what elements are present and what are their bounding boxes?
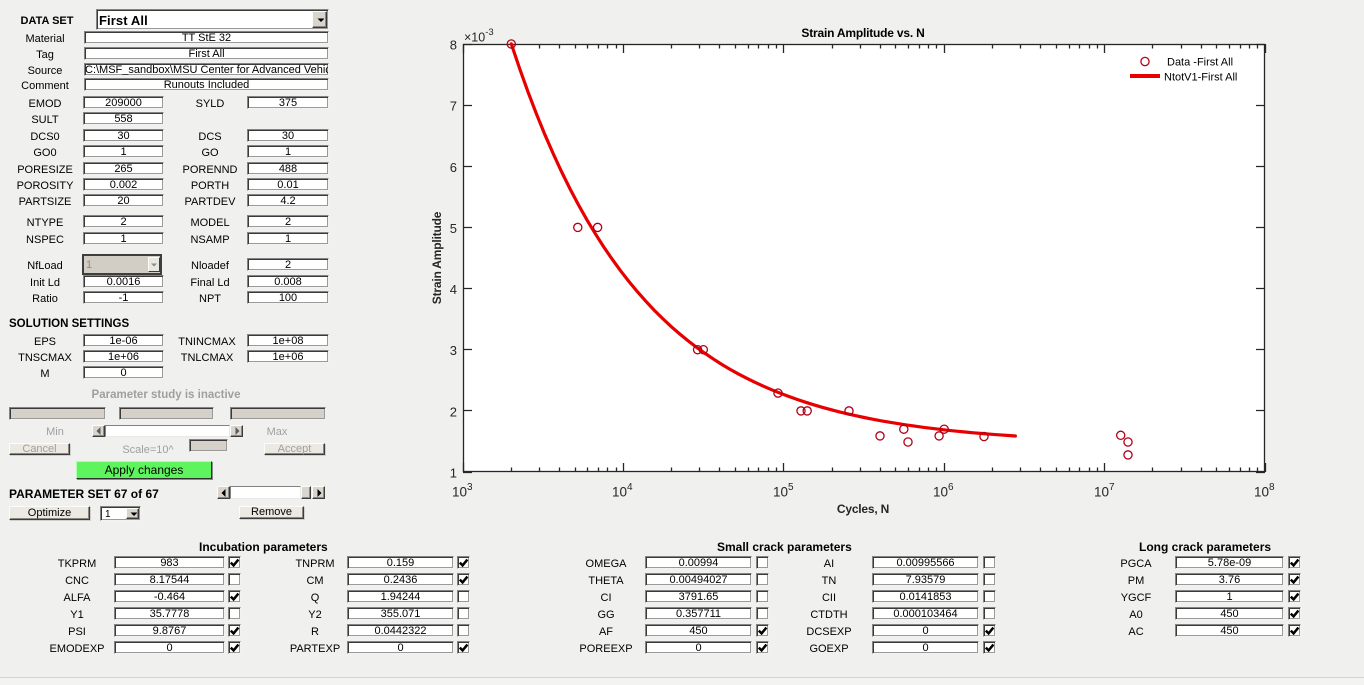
svg-text:NtotV1-First All: NtotV1-First All bbox=[1164, 72, 1237, 84]
svg-text:Strain Amplitude: Strain Amplitude bbox=[430, 211, 444, 304]
svg-text:4: 4 bbox=[450, 282, 457, 297]
svg-text:5: 5 bbox=[450, 221, 457, 236]
svg-text:×10-3: ×10-3 bbox=[464, 27, 494, 45]
svg-text:6: 6 bbox=[450, 160, 457, 175]
svg-text:104: 104 bbox=[612, 482, 633, 500]
svg-text:3: 3 bbox=[450, 343, 457, 358]
svg-text:105: 105 bbox=[773, 482, 794, 500]
svg-text:8: 8 bbox=[450, 38, 457, 53]
svg-text:107: 107 bbox=[1094, 482, 1115, 500]
svg-text:106: 106 bbox=[933, 482, 954, 500]
svg-text:2: 2 bbox=[450, 404, 457, 419]
svg-text:108: 108 bbox=[1254, 482, 1275, 500]
svg-text:1: 1 bbox=[450, 466, 457, 481]
svg-text:Strain Amplitude vs. N: Strain Amplitude vs. N bbox=[801, 26, 924, 40]
svg-text:Data -First All: Data -First All bbox=[1167, 57, 1233, 69]
svg-text:Cycles, N: Cycles, N bbox=[837, 502, 889, 516]
svg-text:7: 7 bbox=[450, 99, 457, 114]
svg-text:103: 103 bbox=[452, 482, 473, 500]
